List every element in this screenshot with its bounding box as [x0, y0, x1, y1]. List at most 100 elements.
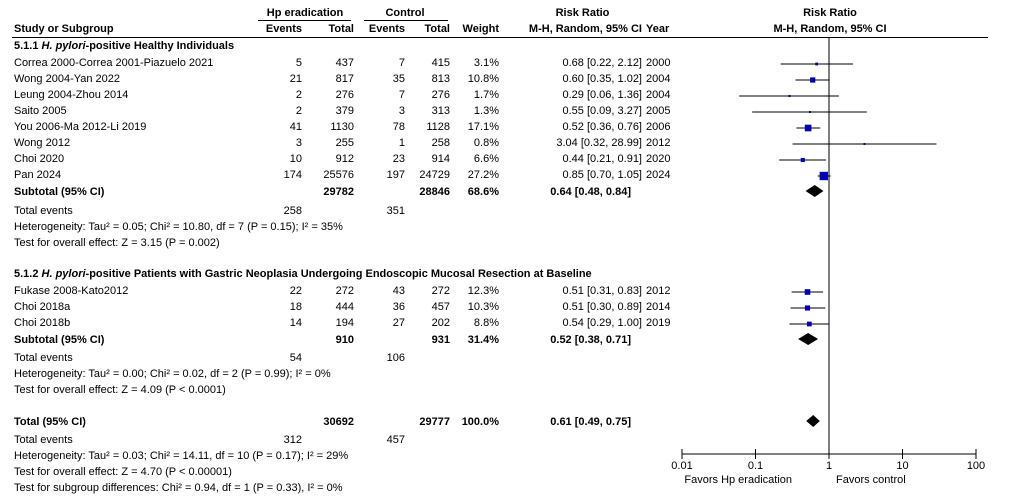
total-hp: 272	[335, 285, 354, 297]
total-header-1: Total	[328, 23, 354, 35]
events-ctrl: 78	[392, 121, 405, 133]
events-ctrl: 1	[398, 137, 405, 149]
total-hp: 817	[335, 73, 354, 85]
risk-ratio-ci: 0.29 [0.06, 1.36]	[562, 89, 642, 101]
risk-ratio-ci: 0.60 [0.35, 1.02]	[562, 73, 642, 85]
hp-group-underline	[258, 20, 351, 21]
total-ctrl: 457	[431, 301, 450, 313]
rr-method-header: M-H, Random, 95% CI	[528, 23, 642, 35]
pooled-diamond	[798, 333, 819, 345]
study-column-header: Study or Subgroup	[14, 23, 114, 35]
control-group-header: Control	[385, 7, 425, 19]
study-name: Correa 2000-Correa 2001-Piazuelo 2021	[14, 57, 214, 69]
pooled-diamond	[805, 185, 824, 197]
favors-right-label: Favors control	[836, 474, 906, 486]
subtotal-1-label: Subtotal (95% CI)	[14, 186, 105, 198]
study-marker	[804, 305, 811, 311]
weight: 0.8%	[473, 137, 499, 149]
events-ctrl: 197	[386, 169, 405, 181]
events-hp: 10	[289, 153, 302, 165]
events-ctrl: 43	[392, 285, 405, 297]
year: 2012	[646, 285, 671, 297]
total-ctrl: 202	[431, 317, 450, 329]
study-name: Choi 2020	[14, 153, 65, 165]
risk-ratio-ci: 0.54 [0.29, 1.00]	[562, 317, 642, 329]
year: 2005	[646, 105, 671, 117]
events-hp: 5	[295, 57, 302, 69]
plot-method-header: M-H, Random, 95% CI	[773, 23, 887, 35]
heterogeneity-2: Heterogeneity: Tau² = 0.00; Chi² = 0.02,…	[14, 368, 331, 380]
control-group-underline	[364, 20, 448, 21]
subtotal-1-weight: 68.6%	[467, 186, 499, 198]
events-ctrl: 27	[392, 317, 405, 329]
events-header-1: Events	[265, 23, 302, 35]
study-name: Choi 2018a	[14, 301, 71, 313]
year: 2019	[646, 317, 671, 329]
subtotal-1-total-ctrl: 28846	[419, 186, 450, 198]
weight: 1.3%	[473, 105, 499, 117]
events-ctrl: 36	[392, 301, 405, 313]
weight: 12.3%	[467, 285, 499, 297]
weight: 8.8%	[473, 317, 499, 329]
weight: 17.1%	[467, 121, 499, 133]
weight: 1.7%	[473, 89, 499, 101]
total-ctrl: 1128	[426, 121, 450, 133]
year: 2004	[646, 73, 671, 85]
total-hp: 25576	[323, 169, 354, 181]
x-tick-label: 0.01	[671, 460, 693, 472]
pooled-diamond	[806, 415, 820, 427]
rr-title: Risk Ratio	[555, 7, 610, 19]
total-ctrl: 272	[431, 285, 450, 297]
total-hp: 30692	[323, 416, 354, 428]
study-marker	[815, 62, 819, 66]
study-marker	[810, 77, 816, 83]
events-header-2: Events	[368, 23, 405, 35]
year-header: Year	[646, 23, 670, 35]
risk-ratio-ci: 3.04 [0.32, 28.99]	[556, 137, 642, 149]
hp-group-header: Hp eradication	[266, 7, 344, 19]
events-hp: 14	[289, 317, 302, 329]
total-hp: 276	[335, 89, 354, 101]
study-name: Leung 2004-Zhou 2014	[14, 89, 129, 101]
x-tick-label: 10	[896, 460, 909, 472]
events-hp: 2	[295, 89, 302, 101]
total-hp: 444	[335, 301, 354, 313]
header-rule	[12, 37, 988, 38]
events-ctrl: 35	[392, 73, 405, 85]
subtotal-2-label: Subtotal (95% CI)	[14, 334, 105, 346]
risk-ratio-ci: 0.51 [0.30, 0.89]	[562, 301, 642, 313]
risk-ratio-ci: 0.44 [0.21, 0.91]	[562, 153, 642, 165]
events-ctrl: 23	[392, 153, 405, 165]
total-events-1-label: Total events	[14, 205, 73, 217]
study-marker	[819, 171, 828, 181]
subtotal-2-total-ctrl: 931	[431, 334, 450, 346]
total-events-2-ctrl: 106	[386, 352, 405, 364]
favors-left-label: Favors Hp eradication	[684, 474, 792, 486]
total-events-ctrl: 457	[386, 434, 405, 446]
events-ctrl: 7	[398, 89, 405, 101]
study-name: Saito 2005	[14, 105, 67, 117]
total-ctrl: 24729	[419, 169, 450, 181]
overall-effect-total: Test for overall effect: Z = 4.70 (P < 0…	[14, 466, 232, 478]
group-1-title: 5.1.1 H. pylori-positive Healthy Individ…	[14, 40, 235, 52]
study-name: You 2006-Ma 2012-Li 2019	[14, 121, 147, 133]
total-weight: 100.0%	[461, 416, 499, 428]
year: 2004	[646, 89, 671, 101]
plot-title: Risk Ratio	[803, 7, 857, 19]
total-ctrl: 313	[431, 105, 450, 117]
year: 2014	[646, 301, 671, 313]
total-ctrl: 258	[431, 137, 450, 149]
total-hp: 912	[335, 153, 354, 165]
year: 2020	[646, 153, 671, 165]
events-hp: 41	[289, 121, 302, 133]
subtotal-2-total-hp: 910	[335, 334, 354, 346]
risk-ratio-ci: 0.51 [0.31, 0.83]	[562, 285, 642, 297]
study-marker	[863, 143, 866, 145]
weight: 10.3%	[467, 301, 499, 313]
study-name: Pan 2024	[14, 169, 62, 181]
total-ctrl: 914	[431, 153, 450, 165]
year: 2012	[646, 137, 671, 149]
study-marker	[808, 111, 811, 113]
total-label: Total (95% CI)	[14, 416, 86, 428]
total-ctrl: 813	[431, 73, 450, 85]
